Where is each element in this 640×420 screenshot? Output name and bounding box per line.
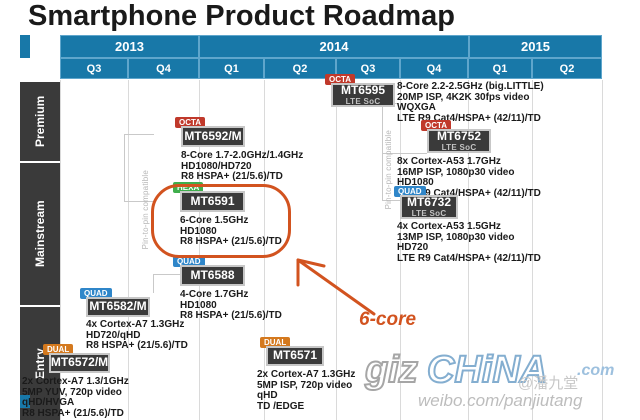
svg-text:.com: .com (577, 362, 614, 379)
svg-text:giz: giz (364, 349, 418, 391)
